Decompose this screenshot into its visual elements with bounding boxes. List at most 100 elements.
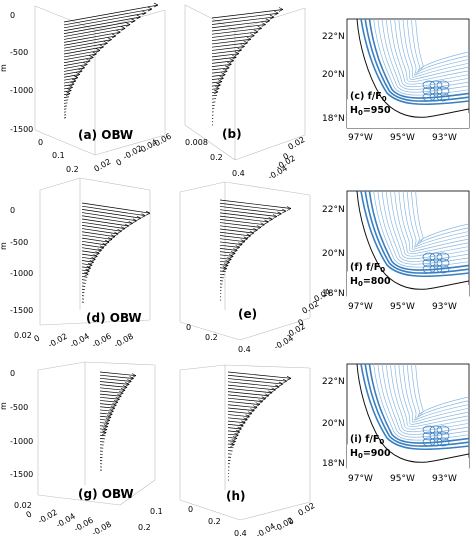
f-contour	[368, 363, 470, 444]
arrow-head	[274, 11, 279, 16]
f-contour	[415, 190, 470, 244]
profile-arrow	[227, 378, 284, 385]
arrow-head	[109, 409, 114, 414]
lon-tick-2: 93°W	[432, 133, 457, 143]
arrow-head	[278, 381, 284, 387]
arrow-head	[275, 384, 280, 390]
map-label-line1: (c) f/F0	[350, 91, 387, 103]
f-contour	[415, 18, 470, 72]
profile-arrow	[219, 225, 258, 231]
arrow-head	[131, 18, 136, 24]
arrow-head	[261, 396, 266, 401]
arrow-head	[102, 430, 107, 435]
profile-arrow	[99, 409, 114, 412]
arrow-head	[136, 215, 142, 221]
arrow-head	[128, 221, 133, 226]
profile-arrows	[99, 371, 137, 471]
panel-label: (e)	[238, 307, 257, 321]
arrow-head	[234, 51, 240, 56]
profile-arrow	[63, 60, 91, 66]
f-contour	[406, 363, 470, 421]
lon-tick-2: 93°W	[432, 474, 457, 484]
panel-label: (a) OBW	[78, 128, 133, 142]
arrow-head	[92, 51, 97, 57]
panel-a: m 0 -500 -1000 -1500 0.02 0 -0.02 -0.04 …	[0, 177, 151, 350]
arrow-head	[95, 48, 101, 53]
profile-arrow	[227, 433, 239, 436]
profile-arrow	[219, 235, 248, 240]
arrow-head	[235, 245, 240, 250]
depth-tick-0: 0	[10, 11, 15, 20]
lat-tick-2: 18°N	[322, 289, 345, 299]
profile-arrow	[211, 49, 242, 55]
lat-tick-0: 22°N	[322, 205, 345, 215]
profile-arrow	[63, 24, 131, 37]
box-frame	[179, 181, 311, 341]
depth-tick-1: -500	[10, 238, 28, 247]
f-contour	[402, 190, 470, 250]
box-frame	[179, 364, 311, 521]
profile-arrow	[211, 81, 223, 84]
profile-arrow	[81, 250, 100, 254]
profile-arrow	[219, 231, 251, 237]
arrow-head	[136, 14, 141, 20]
box-frame	[37, 361, 156, 506]
arrow-head	[91, 257, 96, 262]
profile-arrow	[99, 403, 117, 406]
arrow-head	[261, 22, 266, 27]
lon-tick-1: 95°W	[390, 133, 415, 143]
f-contour	[360, 190, 470, 278]
y-tick-2: -0.02	[273, 516, 295, 534]
f-contour	[398, 190, 470, 252]
arrow-head	[253, 228, 258, 233]
arrow-head	[89, 259, 94, 265]
arrow-head	[119, 391, 124, 396]
row-2: m 0 -500 -1000 -1500 0.02 0 -0.02 -0.04 …	[0, 177, 470, 354]
depth-tick-2: -1000	[10, 437, 33, 446]
arrow-head	[229, 254, 234, 259]
arrow-head	[153, 2, 159, 8]
profile-arrow	[227, 414, 250, 418]
arrow-head	[213, 89, 219, 95]
arrow-head	[268, 390, 273, 396]
profile-arrow	[227, 417, 248, 421]
f-contour-eddy	[429, 425, 443, 435]
arrow-head	[117, 229, 122, 234]
depth-tick-0: 0	[10, 369, 15, 378]
panel-b: 0.008 0.2 0.4 0.02 0 -0.02 -0.04 (b)	[184, 4, 306, 182]
y-tick-1: 0	[115, 157, 124, 167]
profile-arrow	[81, 240, 107, 246]
profile-arrow	[81, 276, 88, 278]
axis-unit-m: m	[0, 242, 8, 250]
profile-arrow	[81, 228, 119, 235]
f-contour-eddy	[436, 86, 450, 96]
f-contour-eddy	[422, 86, 436, 96]
depth-tick-2: -1000	[10, 269, 33, 278]
coastline	[356, 363, 470, 463]
profile-arrow	[81, 209, 142, 219]
arrow-head	[217, 79, 223, 84]
arrow-head	[227, 62, 232, 67]
arrow-head	[240, 44, 245, 49]
arrow-head	[110, 406, 116, 411]
x-tick-1: 0.1	[52, 151, 65, 160]
map-label-line2: H0=950	[350, 105, 391, 117]
profile-arrow	[99, 387, 126, 391]
arrow-head	[250, 408, 255, 413]
map-label-line1: (f) f/F0	[350, 262, 385, 274]
map-frame	[346, 18, 470, 129]
arrow-head	[243, 40, 248, 46]
arrow-head	[286, 376, 292, 381]
f-contour-eddy	[422, 431, 436, 441]
profile-arrow	[219, 267, 227, 269]
arrow-head	[113, 399, 119, 405]
profile-arrow	[99, 412, 113, 415]
x-tick-0: 0.008	[185, 138, 208, 147]
x-tick-2: 0.2	[66, 165, 79, 174]
profile-arrow	[63, 46, 104, 55]
arrow-head	[124, 223, 129, 229]
arrow-head	[80, 65, 85, 70]
profile-arrow	[81, 282, 86, 284]
f-contour-eddy	[436, 425, 450, 435]
profile-arrow	[227, 391, 269, 397]
